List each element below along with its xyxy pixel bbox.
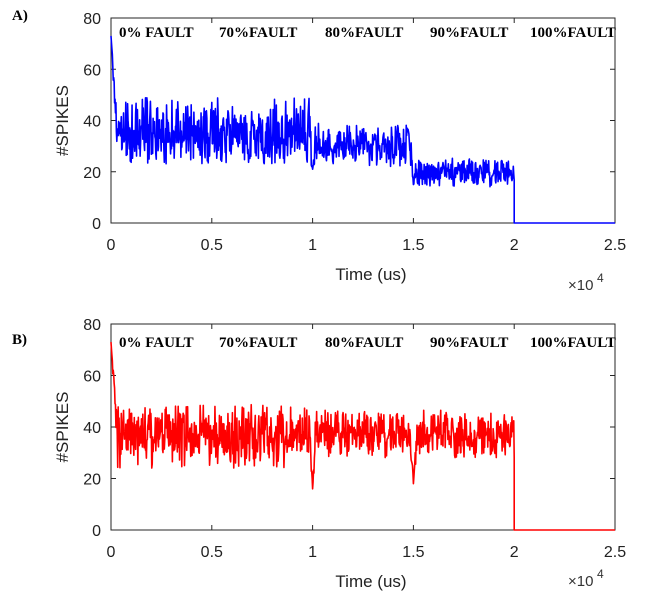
x-tick-label: 0 [107,544,116,561]
x-tick-label: 2 [510,237,519,254]
y-axis-title: #SPIKES [53,85,72,156]
x-multiplier-exponent: 4 [597,567,604,581]
spike-series-line [110,35,615,224]
fault-annotation: 80%FAULT [325,335,403,351]
fault-annotation: 100%FAULT [530,25,616,41]
x-tick-label: 1.5 [402,237,424,254]
fault-annotation: 0% FAULT [119,25,194,41]
x-axis-title: Time (us) [335,572,406,591]
x-tick-label: 0.5 [201,237,223,254]
y-tick-label: 0 [92,216,101,233]
x-tick-label: 2.5 [604,237,626,254]
x-multiplier-exponent: 4 [597,271,604,285]
panel-label: B) [12,332,27,348]
x-tick-label: 2.5 [604,544,626,561]
fault-annotation: 90%FAULT [430,25,508,41]
x-tick-label: 2 [510,544,519,561]
y-tick-label: 40 [83,114,101,131]
chart-panel-b: B) 0 0.5 1 1.5 2 2.5 0 20 40 60 80 Time (us) #SPIKES ×… [12,317,626,591]
fault-annotation: 90%FAULT [430,335,508,351]
x-multiplier: ×10 [568,277,593,294]
x-tick-label: 1 [308,544,317,561]
spike-series-line [110,341,615,531]
y-tick-label: 20 [83,165,101,182]
x-multiplier: ×10 [568,573,593,590]
y-tick-label: 80 [83,317,101,334]
y-tick-label: 60 [83,369,101,386]
x-tick-label: 1 [308,237,317,254]
y-tick-label: 40 [83,420,101,437]
y-tick-label: 80 [83,11,101,28]
fault-annotation: 70%FAULT [219,25,297,41]
fault-annotation: 0% FAULT [119,335,194,351]
x-tick-label: 0.5 [201,544,223,561]
x-axis-title: Time (us) [335,265,406,284]
panel-label: A) [12,8,28,24]
y-axis-title: #SPIKES [53,392,72,463]
fault-annotation: 100%FAULT [530,335,616,351]
y-tick-label: 20 [83,472,101,489]
y-tick-label: 60 [83,62,101,79]
fault-annotation: 70%FAULT [219,335,297,351]
y-tick-label: 0 [92,523,101,540]
x-tick-label: 0 [107,237,116,254]
x-tick-label: 1.5 [402,544,424,561]
fault-annotation: 80%FAULT [325,25,403,41]
chart-panel-a: A) 0 0.5 1 1.5 2 2.5 0 20 40 60 80 Time (us) #SPIKES ×… [12,8,626,294]
